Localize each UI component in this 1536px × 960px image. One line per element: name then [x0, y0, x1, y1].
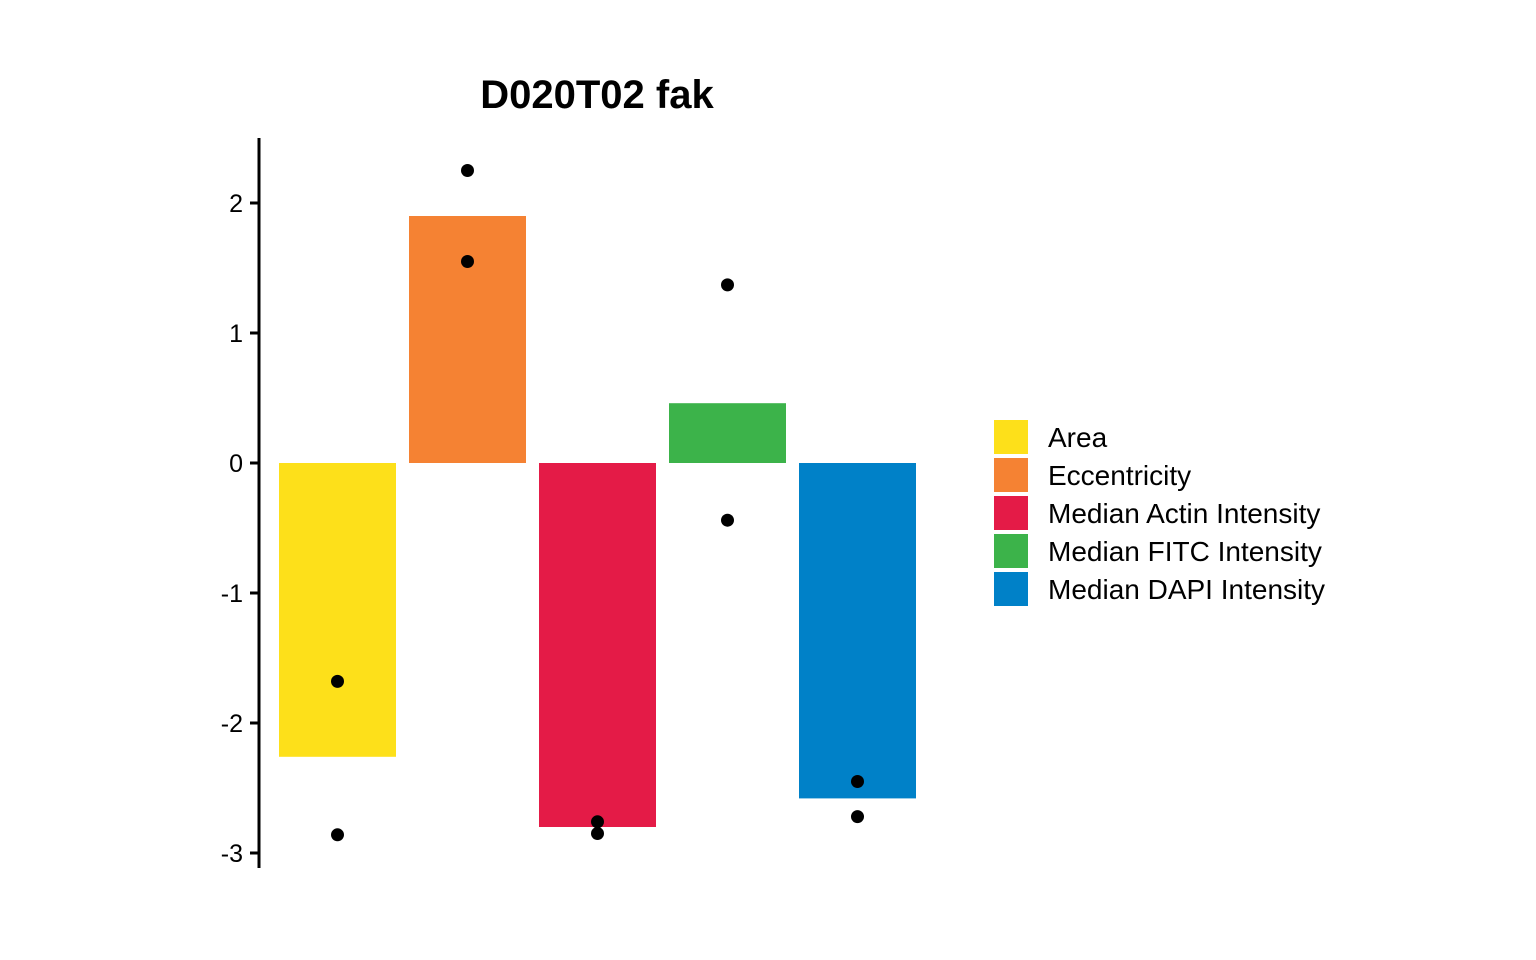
- legend-swatch: [994, 572, 1028, 606]
- data-point: [331, 674, 344, 688]
- data-point: [851, 810, 864, 824]
- legend-label: Median Actin Intensity: [1048, 498, 1320, 529]
- legend-label: Eccentricity: [1048, 460, 1191, 491]
- data-point: [331, 828, 344, 842]
- data-point: [721, 513, 734, 527]
- legend: Area Eccentricity Median Actin Intensity Me…: [994, 420, 1325, 606]
- y-axis: -3 -2 -1 0 1 2: [221, 138, 261, 868]
- data-point: [461, 255, 474, 268]
- bars-group: [279, 216, 916, 827]
- data-point: [591, 827, 604, 840]
- legend-label: Median DAPI Intensity: [1048, 574, 1325, 605]
- bar-median-dapi-intensity: [799, 463, 916, 799]
- bar-median-actin-intensity: [539, 463, 656, 827]
- legend-swatch: [994, 420, 1028, 454]
- legend-label: Area: [1048, 422, 1108, 453]
- legend-swatch: [994, 458, 1028, 492]
- data-point: [461, 164, 474, 177]
- bar-area: [279, 463, 396, 757]
- y-tick-label: 1: [229, 320, 243, 348]
- chart-title: D020T02 fak: [480, 73, 714, 117]
- y-tick-label: -3: [221, 840, 243, 868]
- y-tick-label: -1: [221, 580, 243, 608]
- data-point: [721, 278, 734, 292]
- data-point: [851, 775, 864, 788]
- legend-swatch: [994, 534, 1028, 568]
- y-tick-label: 2: [229, 190, 243, 218]
- points-group: [331, 164, 864, 842]
- bar-median-fitc-intensity: [669, 403, 786, 463]
- y-tick-label: -2: [221, 710, 243, 738]
- data-point: [591, 815, 604, 829]
- legend-label: Median FITC Intensity: [1048, 536, 1322, 567]
- y-tick-label: 0: [229, 450, 243, 478]
- legend-swatch: [994, 496, 1028, 530]
- bar-eccentricity: [409, 216, 526, 463]
